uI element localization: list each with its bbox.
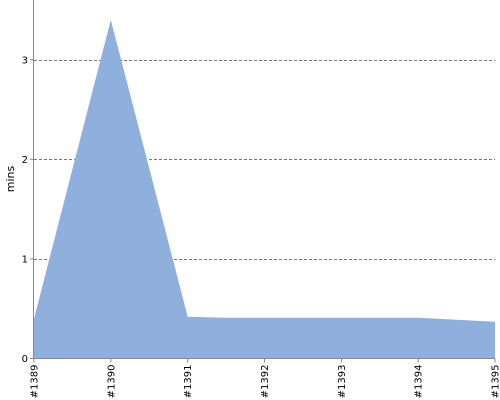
y-tick-label-2: 2 [22, 155, 28, 166]
y-tick-label-3: 3 [22, 55, 28, 66]
x-tick-label: #1393 [337, 365, 348, 399]
area-fill [34, 19, 495, 359]
x-tick-label: #1389 [30, 365, 41, 399]
x-tick-label: #1392 [260, 365, 271, 399]
x-tick-label: #1390 [106, 365, 117, 399]
y-tick-label-1: 1 [22, 254, 28, 265]
y-axis-title: mins [4, 165, 17, 192]
x-tick-label: #1391 [183, 365, 194, 399]
x-tick-label: #1394 [414, 365, 425, 399]
x-tick-label: #1395 [491, 365, 500, 399]
area-series [34, 19, 495, 359]
x-tick-labels: #1389 #1390 #1391 #1392 #1393 #1394 #1395 [30, 358, 500, 399]
y-tick-label-0: 0 [22, 354, 28, 365]
y-tick-labels: 0 1 2 3 [22, 55, 34, 365]
